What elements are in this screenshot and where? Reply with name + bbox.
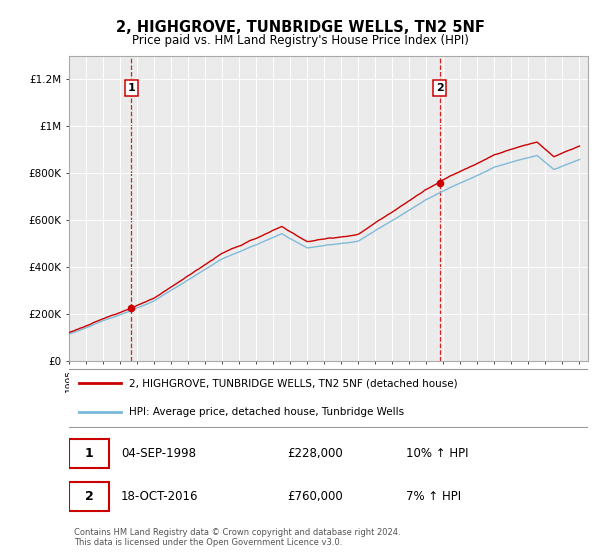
Text: 04-SEP-1998: 04-SEP-1998 bbox=[121, 447, 196, 460]
FancyBboxPatch shape bbox=[69, 440, 109, 468]
Text: £228,000: £228,000 bbox=[287, 447, 343, 460]
FancyBboxPatch shape bbox=[67, 368, 590, 427]
Text: 2: 2 bbox=[85, 490, 94, 503]
Text: 2, HIGHGROVE, TUNBRIDGE WELLS, TN2 5NF (detached house): 2, HIGHGROVE, TUNBRIDGE WELLS, TN2 5NF (… bbox=[128, 379, 457, 389]
Text: 18-OCT-2016: 18-OCT-2016 bbox=[121, 490, 199, 503]
Text: HPI: Average price, detached house, Tunbridge Wells: HPI: Average price, detached house, Tunb… bbox=[128, 407, 404, 417]
Text: 1: 1 bbox=[128, 83, 136, 93]
Text: £760,000: £760,000 bbox=[287, 490, 343, 503]
Text: 2, HIGHGROVE, TUNBRIDGE WELLS, TN2 5NF: 2, HIGHGROVE, TUNBRIDGE WELLS, TN2 5NF bbox=[116, 20, 484, 35]
Text: 2: 2 bbox=[436, 83, 443, 93]
FancyBboxPatch shape bbox=[69, 482, 109, 511]
Text: 7% ↑ HPI: 7% ↑ HPI bbox=[406, 490, 461, 503]
Text: Price paid vs. HM Land Registry's House Price Index (HPI): Price paid vs. HM Land Registry's House … bbox=[131, 34, 469, 46]
Text: 1: 1 bbox=[85, 447, 94, 460]
Text: 10% ↑ HPI: 10% ↑ HPI bbox=[406, 447, 469, 460]
Text: Contains HM Land Registry data © Crown copyright and database right 2024.
This d: Contains HM Land Registry data © Crown c… bbox=[74, 528, 401, 548]
